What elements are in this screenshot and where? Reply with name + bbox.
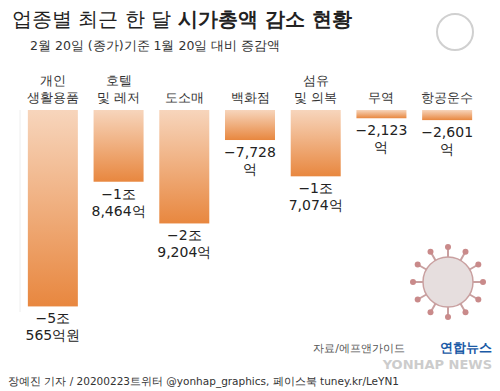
source: 자료/에프앤가이드: [313, 342, 405, 355]
data-label: −5조565억원: [25, 310, 80, 343]
bar: [159, 110, 209, 223]
bars: [28, 110, 472, 306]
data-label: −1조8,464억: [92, 186, 146, 219]
bar: [422, 110, 472, 120]
bar: [28, 110, 78, 306]
data-label: −1조7,074억: [289, 180, 343, 213]
chart: 업종별 최근 한 달 시가총액 감소 현황 2월 20일 (종가)기준 1월 20…: [0, 0, 500, 391]
decoration: [410, 14, 486, 320]
chart-root: 업종별 최근 한 달 시가총액 감소 현황 2월 20일 (종가)기준 1월 20…: [0, 0, 500, 391]
category-label: 개인생활용품: [27, 73, 79, 105]
category-label: 섬유및 의복: [294, 73, 337, 105]
axis-line: [20, 110, 21, 312]
logo: 연합뉴스: [440, 340, 492, 355]
title: 업종별 최근 한 달 시가총액 감소 현황: [12, 7, 352, 31]
bar: [356, 110, 406, 118]
data-label: −2조9,204억: [157, 227, 211, 260]
subtitle: 2월 20일 (종가)기준 1월 20일 대비 증감액: [30, 38, 280, 53]
watermark: YONHAP NEWS: [382, 357, 492, 372]
category-label: 호텔및 레저: [97, 73, 140, 105]
credit: 장예진 기자 / 20200223트위터 @yonhap_graphics, 페…: [8, 375, 399, 388]
bar: [94, 110, 144, 182]
data-label: −7,728억: [224, 144, 276, 177]
data-label: −2,123억: [356, 122, 408, 155]
category-label: 도소매: [165, 90, 204, 105]
category-label: 백화점: [231, 90, 270, 105]
bar: [225, 110, 275, 140]
category-label: 무역: [368, 90, 394, 105]
data-label: −2,601억: [421, 124, 473, 157]
bar: [291, 110, 341, 176]
category-label: 항공운수: [421, 90, 473, 105]
